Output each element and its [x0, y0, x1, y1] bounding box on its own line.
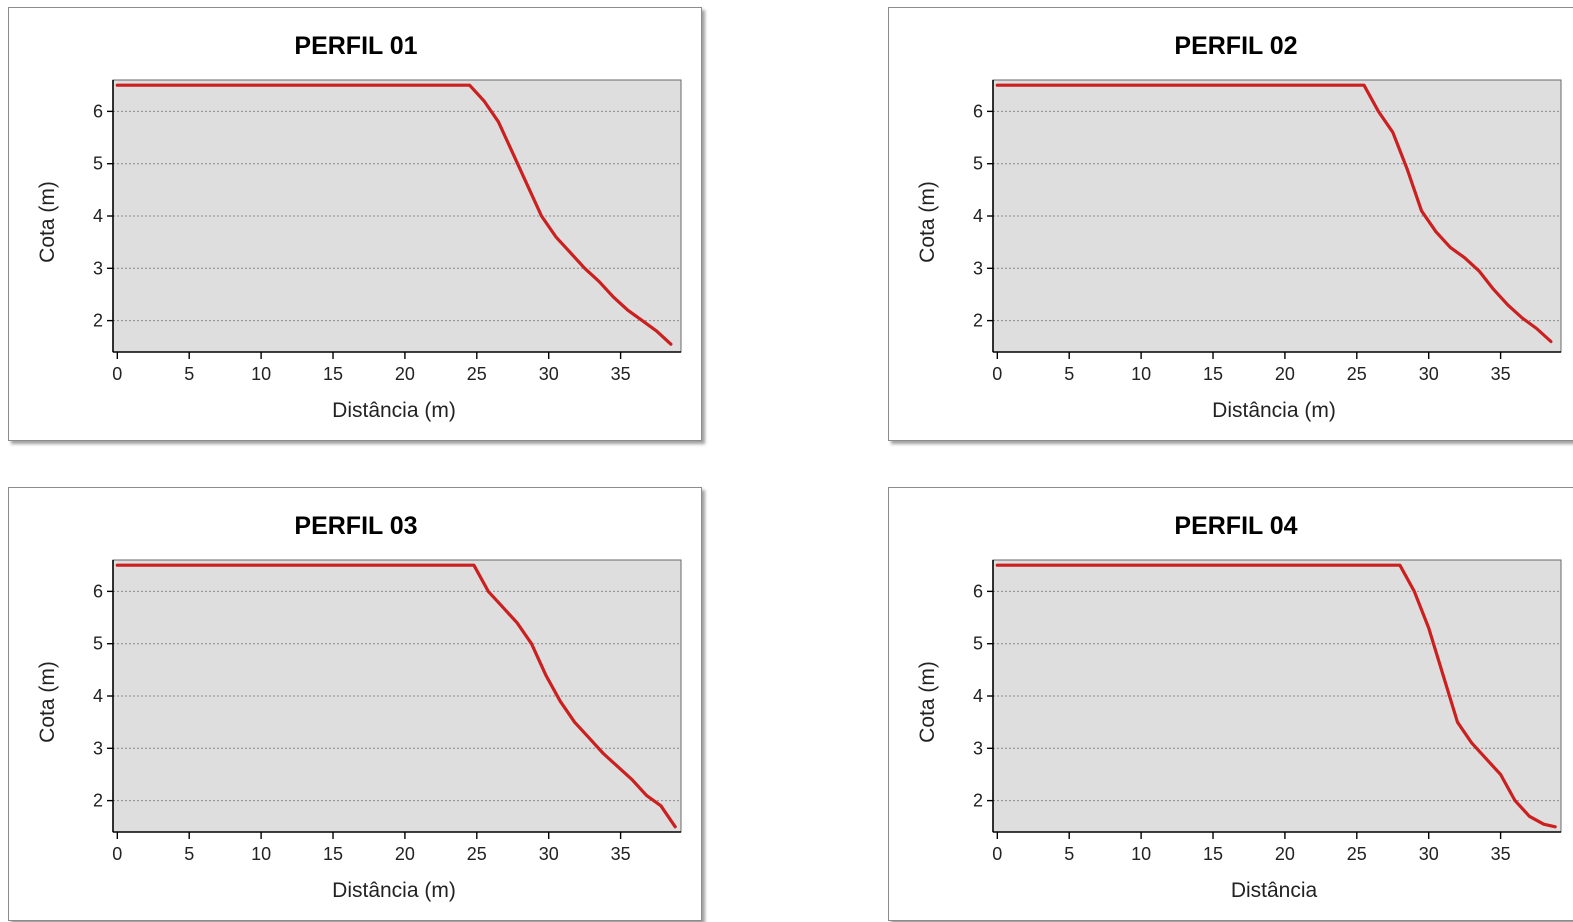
x-tick-label: 5	[1064, 364, 1074, 384]
x-tick-label: 30	[539, 364, 559, 384]
x-tick-label: 35	[1491, 844, 1511, 864]
x-tick-label: 35	[1491, 364, 1511, 384]
y-tick-label: 4	[973, 206, 983, 226]
profile-line	[995, 83, 1553, 344]
y-tick-label: 3	[93, 738, 103, 758]
y-tick-label: 2	[973, 791, 983, 811]
x-tick-label: 25	[467, 844, 487, 864]
x-tick-label: 35	[611, 364, 631, 384]
x-tick-label: 0	[112, 844, 122, 864]
profile-line	[115, 563, 677, 829]
x-tick-label: 10	[1131, 844, 1151, 864]
profile-line	[995, 563, 1557, 829]
x-tick-label: 30	[1419, 844, 1439, 864]
chart-title: PERFIL 01	[294, 32, 417, 60]
x-tick-label: 35	[611, 844, 631, 864]
profile-chart: 2 3 4 5 6 0 5 10 15 20 25 30 35 PERFIL 04 Distância C…	[916, 512, 1562, 902]
x-axis-label: Distância (m)	[1212, 399, 1336, 422]
y-tick-label: 3	[973, 258, 983, 278]
x-tick-label: 10	[251, 844, 271, 864]
x-tick-label: 0	[112, 364, 122, 384]
x-tick-label: 15	[323, 844, 343, 864]
y-tick-label: 6	[93, 581, 103, 601]
y-tick-label: 2	[973, 311, 983, 331]
y-tick-label: 3	[93, 258, 103, 278]
y-axis-label: Cota (m)	[36, 661, 59, 743]
y-tick-label: 3	[973, 738, 983, 758]
x-tick-label: 25	[1347, 844, 1367, 864]
y-tick-label: 6	[973, 101, 983, 121]
y-tick-label: 6	[93, 101, 103, 121]
x-tick-label: 10	[1131, 364, 1151, 384]
x-tick-label: 5	[184, 364, 194, 384]
y-axis-label: Cota (m)	[916, 661, 939, 743]
x-tick-label: 5	[1064, 844, 1074, 864]
x-tick-label: 20	[1275, 364, 1295, 384]
x-tick-label: 20	[395, 844, 415, 864]
x-tick-label: 0	[992, 364, 1002, 384]
x-tick-label: 30	[1419, 364, 1439, 384]
x-tick-label: 15	[1203, 844, 1223, 864]
x-tick-label: 30	[539, 844, 559, 864]
profile-chart: 2 3 4 5 6 0 5 10 15 20 25 30 35 PERFIL 03 Distância (…	[36, 512, 682, 902]
y-tick-label: 2	[93, 311, 103, 331]
chart-title: PERFIL 04	[1174, 512, 1297, 540]
x-tick-label: 15	[1203, 364, 1223, 384]
plot-group: 2 3 4 5 6 0 5 10 15 20 25 30 35	[973, 79, 1562, 384]
y-axis-label: Cota (m)	[916, 181, 939, 263]
x-axis-label: Distância	[1231, 879, 1318, 902]
y-tick-label: 5	[93, 634, 103, 654]
profile-chart-panel: 2 3 4 5 6 0 5 10 15 20 25 30 35 PERFIL 04 Distância C…	[888, 487, 1573, 921]
y-tick-label: 2	[93, 791, 103, 811]
y-tick-label: 4	[93, 686, 103, 706]
profile-line	[115, 83, 673, 346]
profile-chart: 2 3 4 5 6 0 5 10 15 20 25 30 35 PERFIL 02 Distância (…	[916, 32, 1562, 422]
chart-title: PERFIL 03	[294, 512, 417, 540]
x-axis-label: Distância (m)	[332, 399, 456, 422]
plot-group: 2 3 4 5 6 0 5 10 15 20 25 30 35	[93, 79, 682, 384]
profile-chart-panel: 2 3 4 5 6 0 5 10 15 20 25 30 35 PERFIL 01 Distância (…	[8, 7, 702, 441]
y-tick-label: 5	[93, 154, 103, 174]
x-axis-label: Distância (m)	[332, 879, 456, 902]
x-tick-label: 0	[992, 844, 1002, 864]
plot-group: 2 3 4 5 6 0 5 10 15 20 25 30 35	[93, 559, 682, 864]
x-tick-label: 25	[467, 364, 487, 384]
plot-group: 2 3 4 5 6 0 5 10 15 20 25 30 35	[973, 559, 1562, 864]
x-tick-label: 10	[251, 364, 271, 384]
profile-chart: 2 3 4 5 6 0 5 10 15 20 25 30 35 PERFIL 01 Distância (…	[36, 32, 682, 422]
chart-title: PERFIL 02	[1174, 32, 1297, 60]
y-tick-label: 4	[93, 206, 103, 226]
y-tick-label: 6	[973, 581, 983, 601]
y-tick-label: 4	[973, 686, 983, 706]
y-tick-label: 5	[973, 154, 983, 174]
x-tick-label: 25	[1347, 364, 1367, 384]
y-axis-label: Cota (m)	[36, 181, 59, 263]
x-tick-label: 15	[323, 364, 343, 384]
profile-chart-panel: 2 3 4 5 6 0 5 10 15 20 25 30 35 PERFIL 02 Distância (…	[888, 7, 1573, 441]
x-tick-label: 20	[395, 364, 415, 384]
x-tick-label: 5	[184, 844, 194, 864]
x-tick-label: 20	[1275, 844, 1295, 864]
profile-chart-panel: 2 3 4 5 6 0 5 10 15 20 25 30 35 PERFIL 03 Distância (…	[8, 487, 702, 921]
y-tick-label: 5	[973, 634, 983, 654]
